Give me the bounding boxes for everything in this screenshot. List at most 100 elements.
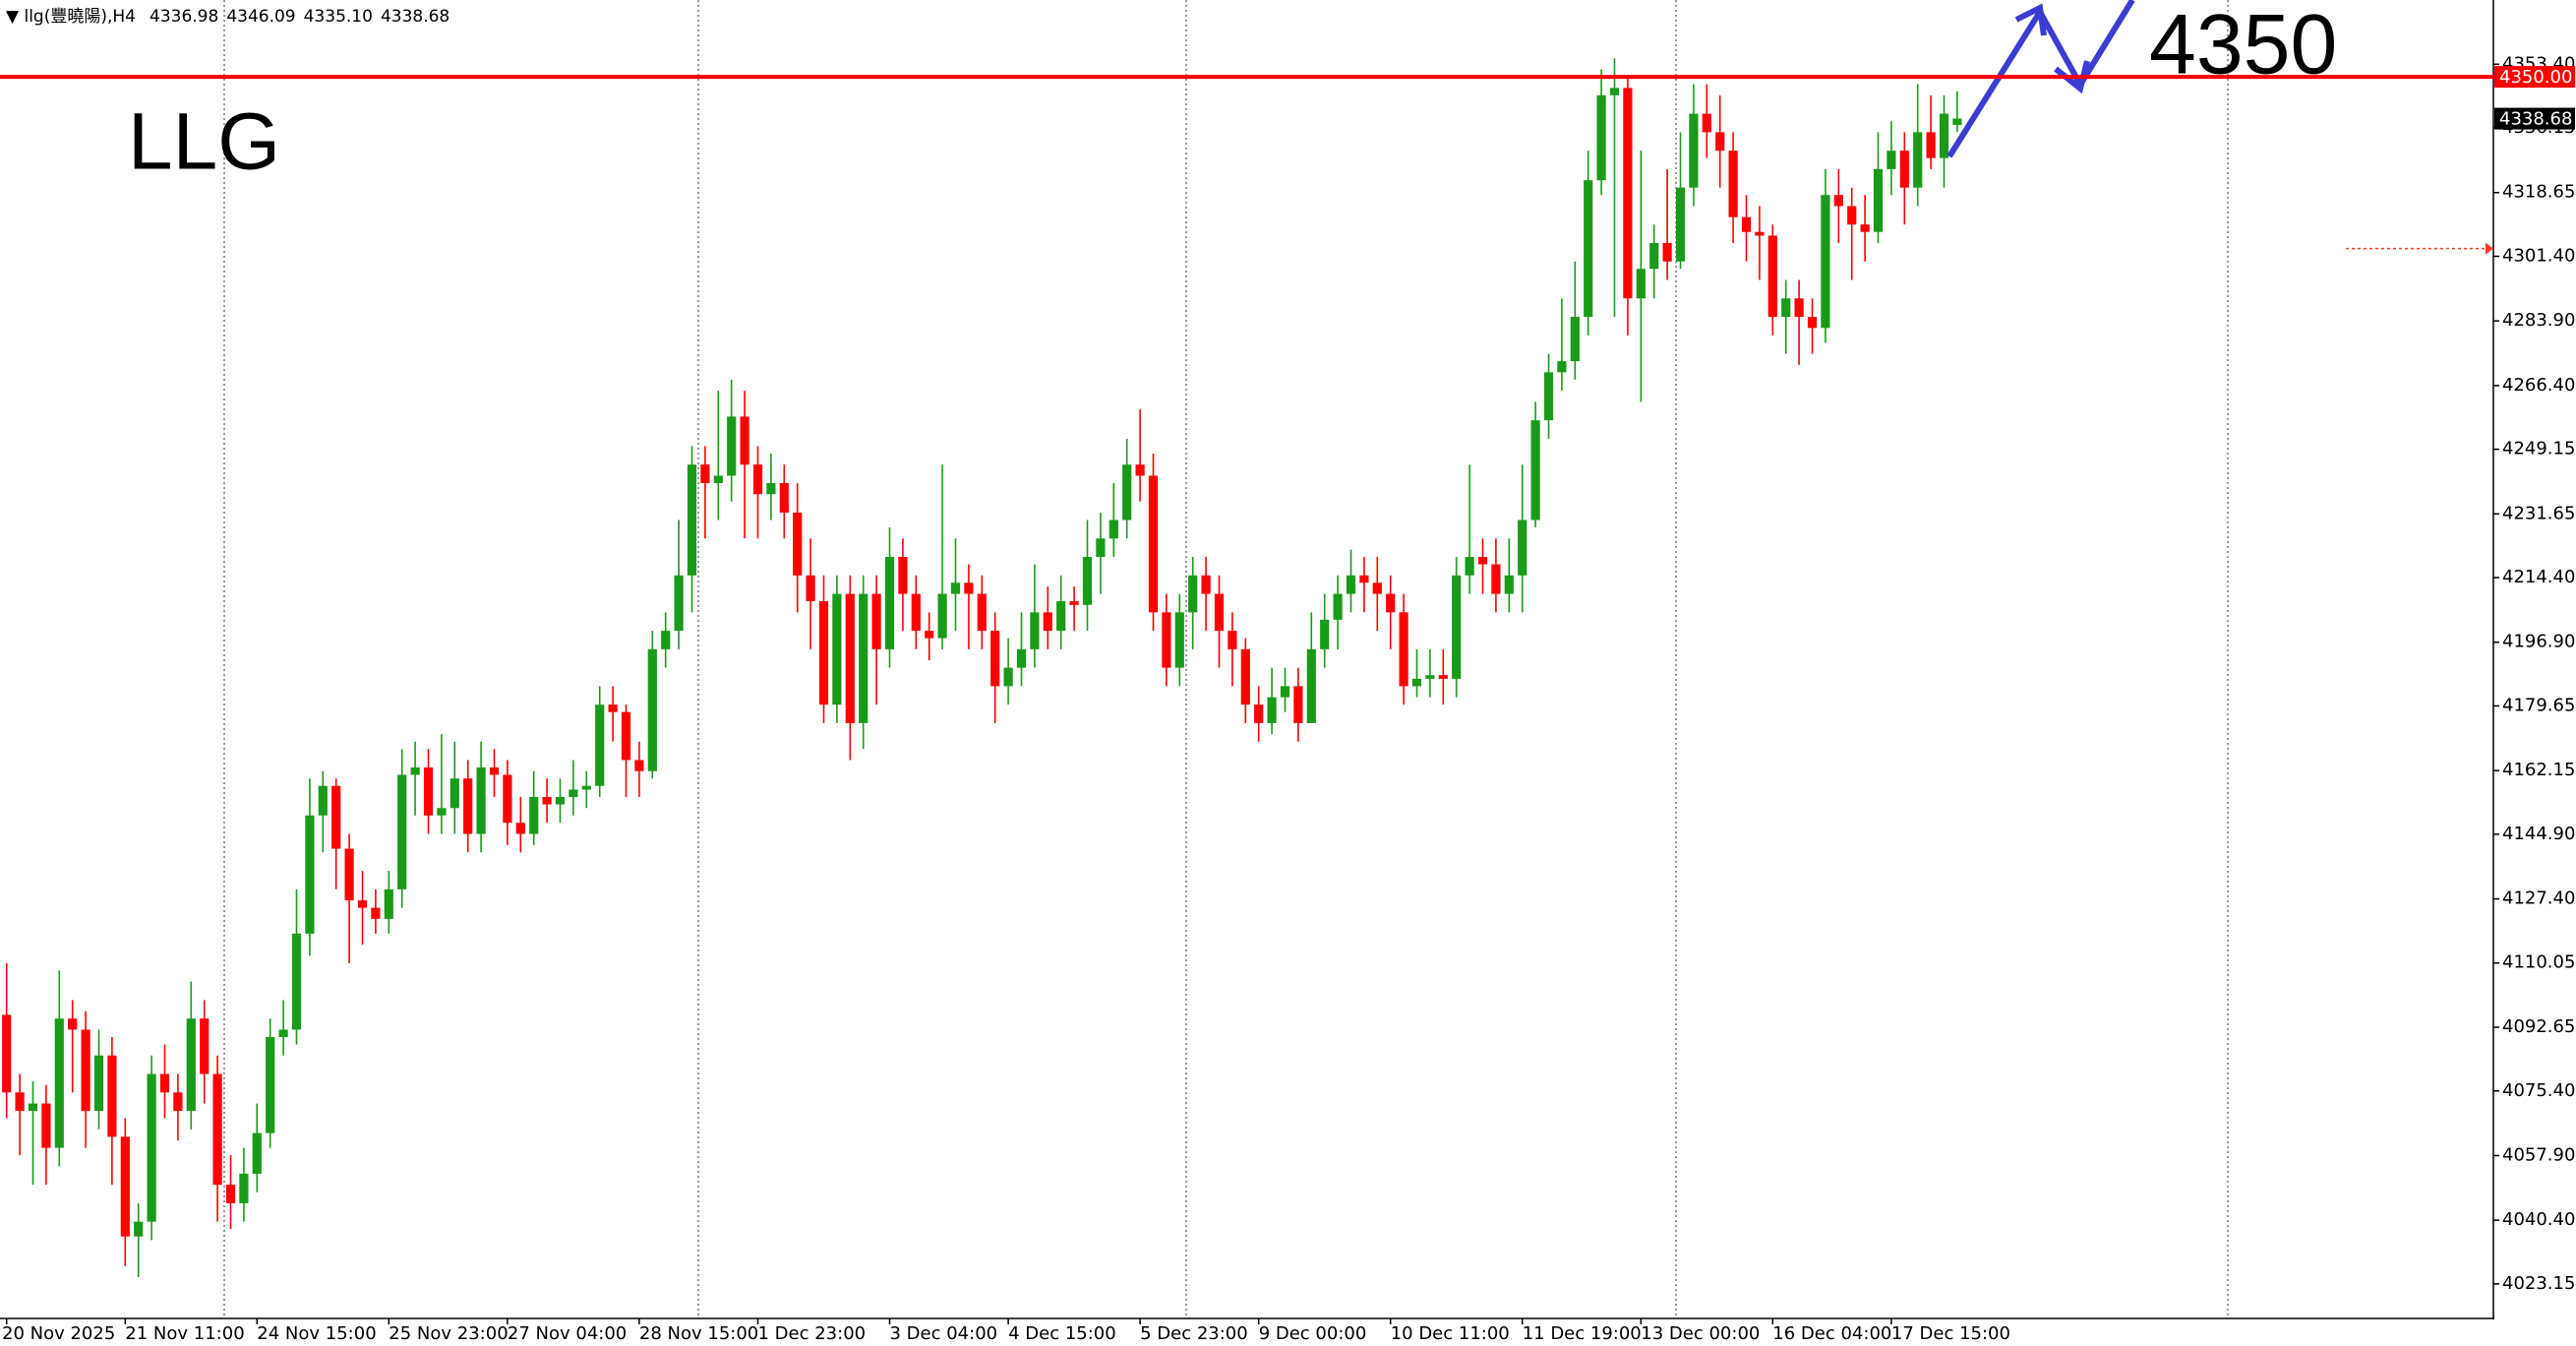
bid-label: 4338.68 <box>2499 109 2572 130</box>
candle-body <box>727 416 737 476</box>
x-tick-label: 3 Dec 04:00 <box>890 1323 998 1344</box>
candle-body <box>898 557 908 594</box>
candle-body <box>1833 195 1843 207</box>
candle-body <box>1254 704 1264 723</box>
candle-body <box>1148 475 1159 613</box>
candle-body <box>1425 675 1435 679</box>
candle-body <box>1899 151 1909 188</box>
level-label: 4350.00 <box>2499 67 2572 88</box>
candle-body <box>1201 575 1211 594</box>
candle-body <box>687 464 697 576</box>
candle-body <box>647 648 657 771</box>
y-tick-label: 4179.65 <box>2502 695 2575 715</box>
bid-box <box>2494 107 2575 130</box>
candle-body <box>107 1055 117 1137</box>
candle-body <box>990 631 1000 687</box>
candle-body <box>318 785 328 816</box>
candle-body <box>278 1029 288 1037</box>
candle-body <box>1530 420 1540 520</box>
candle-body <box>950 582 961 594</box>
quote-high: 4346.09 <box>226 7 295 27</box>
candle-body <box>2 1014 12 1093</box>
candle-body <box>463 778 473 834</box>
candle-body <box>200 1018 210 1074</box>
candle-body <box>1399 612 1408 687</box>
y-tick-label: 4196.90 <box>2502 632 2575 652</box>
candle-body <box>384 888 393 919</box>
candle-body <box>515 823 525 834</box>
candle-body <box>344 848 354 901</box>
candle-body <box>410 766 420 775</box>
candle-body <box>1174 612 1184 668</box>
candle-body <box>806 575 815 602</box>
candle-body <box>1122 464 1132 520</box>
candle-body <box>173 1092 183 1112</box>
candle-body <box>15 1092 25 1112</box>
y-tick-label: 4266.40 <box>2502 375 2575 396</box>
candle-body <box>1056 601 1066 632</box>
candle-body <box>1715 132 1725 152</box>
candle-body <box>1228 631 1237 649</box>
x-tick-label: 9 Dec 00:00 <box>1259 1323 1367 1344</box>
candle-body <box>1477 557 1488 565</box>
symbol: llg(豐曉陽),H4 <box>24 7 136 27</box>
candle-body <box>1333 593 1343 620</box>
candle-body <box>1755 231 1765 236</box>
candle-body <box>937 593 947 639</box>
candle-body <box>134 1221 144 1237</box>
candle-body <box>1860 224 1870 232</box>
candle-body <box>1491 564 1501 594</box>
candle-body <box>555 797 566 805</box>
candle-body <box>423 766 434 816</box>
candle-body <box>266 1036 275 1133</box>
candle-body <box>1465 557 1474 576</box>
candle-body <box>1543 372 1554 421</box>
candle-body <box>793 512 803 576</box>
candle-body <box>674 575 684 632</box>
candle-body <box>1043 612 1052 632</box>
candle-body <box>1609 88 1620 95</box>
candle-body <box>357 900 368 908</box>
candle-body <box>766 482 776 495</box>
candle-body <box>1728 151 1738 217</box>
y-tick-label: 4249.15 <box>2502 439 2575 459</box>
x-tick-label: 13 Dec 00:00 <box>1641 1323 1760 1344</box>
candle-body <box>964 582 974 594</box>
candle-body <box>1306 648 1316 723</box>
candle-body <box>1346 575 1356 594</box>
candle-body <box>159 1073 170 1093</box>
candle-body <box>437 808 447 816</box>
y-tick-label: 4110.05 <box>2502 952 2575 973</box>
candle-body <box>93 1055 104 1112</box>
x-tick-label: 11 Dec 19:00 <box>1523 1323 1642 1344</box>
candle-body <box>147 1073 156 1222</box>
candle-body <box>1096 538 1106 558</box>
candle-body <box>1741 216 1752 232</box>
candle-body <box>1359 575 1369 583</box>
x-tick-label: 16 Dec 04:00 <box>1772 1323 1891 1344</box>
candle-body <box>1636 269 1646 299</box>
y-tick-label: 4318.65 <box>2502 182 2575 203</box>
candle-body <box>569 789 578 798</box>
candle-body <box>884 557 895 649</box>
candle-body <box>54 1018 64 1148</box>
arrow-head <box>2014 3 2047 36</box>
annotation-label: LLG <box>128 97 280 187</box>
candle-body <box>1557 361 1567 373</box>
y-tick-label: 4301.40 <box>2502 245 2575 266</box>
candle-body <box>1596 94 1606 181</box>
candle-body <box>120 1136 130 1237</box>
y-tick-label: 4283.90 <box>2502 310 2575 331</box>
candle-body <box>1082 557 1093 605</box>
x-tick-label: 17 Dec 15:00 <box>1891 1323 2010 1344</box>
candle-body <box>239 1173 249 1203</box>
candle-body <box>1030 612 1040 649</box>
plot <box>2 58 1962 1277</box>
x-tick-label: 27 Nov 04:00 <box>508 1323 627 1344</box>
candle-body <box>1003 667 1013 687</box>
x-tick-label: 5 Dec 23:00 <box>1140 1323 1248 1344</box>
candle-body <box>1135 464 1145 476</box>
quote-low: 4335.10 <box>304 7 373 27</box>
y-tick-label: 4040.40 <box>2502 1209 2575 1230</box>
